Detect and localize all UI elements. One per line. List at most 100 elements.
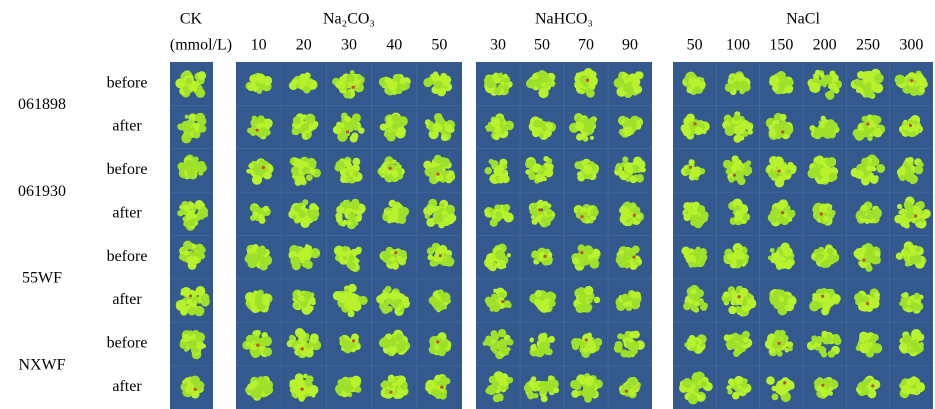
leaf xyxy=(541,126,547,132)
leaf xyxy=(627,301,633,307)
leaf xyxy=(692,210,697,215)
leaf xyxy=(507,253,511,257)
leaf xyxy=(202,297,210,305)
leaf xyxy=(628,378,637,387)
leaf xyxy=(582,302,587,307)
leaf xyxy=(618,167,622,171)
leaf xyxy=(766,376,774,384)
leaf xyxy=(292,78,298,84)
leaf xyxy=(500,386,505,391)
leaf xyxy=(903,292,909,298)
leaf xyxy=(587,332,592,337)
leaf xyxy=(441,134,448,141)
leaf xyxy=(590,136,594,140)
leaf xyxy=(594,297,601,304)
leaf xyxy=(190,160,200,170)
leaf xyxy=(829,89,834,94)
leaf xyxy=(909,87,918,96)
leaf xyxy=(916,82,920,86)
leaf xyxy=(899,175,906,182)
image-panel xyxy=(673,62,933,409)
leaf xyxy=(186,211,194,219)
leaf xyxy=(692,372,701,381)
leaf xyxy=(304,252,312,260)
leaf xyxy=(623,126,633,136)
leaf xyxy=(812,79,816,83)
leaf xyxy=(247,259,257,269)
leaf xyxy=(780,114,787,121)
leaf xyxy=(854,79,861,86)
leaf xyxy=(626,167,634,175)
leaf xyxy=(624,78,630,84)
leaf xyxy=(738,252,745,259)
leaf xyxy=(350,377,360,387)
level-label: 300 xyxy=(899,37,923,54)
leaf xyxy=(181,133,191,143)
leaf xyxy=(446,174,452,180)
leaf xyxy=(434,345,439,350)
leaf xyxy=(186,120,193,127)
leaf xyxy=(873,128,883,138)
leaf xyxy=(783,302,787,306)
leaf xyxy=(623,261,630,268)
leaf xyxy=(305,114,315,124)
leaf xyxy=(385,299,391,305)
leaf xyxy=(689,335,695,341)
leaf xyxy=(693,172,697,176)
leaf xyxy=(193,131,200,138)
leaf xyxy=(626,219,631,224)
stage-label: before xyxy=(107,74,148,91)
leaf xyxy=(387,306,393,312)
leaf xyxy=(694,301,699,306)
leaf xyxy=(776,133,782,139)
leaf xyxy=(586,89,595,98)
leaf xyxy=(772,393,779,400)
leaf xyxy=(575,122,584,131)
leaf xyxy=(812,296,817,301)
leaf xyxy=(425,214,430,219)
leaf xyxy=(829,71,835,77)
stage-label: before xyxy=(107,335,148,352)
level-label: 20 xyxy=(296,37,312,54)
level-label: 30 xyxy=(341,37,357,54)
leaf xyxy=(344,386,351,393)
control-label: CK xyxy=(180,11,203,28)
leaf xyxy=(856,211,862,217)
leaf xyxy=(542,177,546,181)
leaf xyxy=(731,290,737,296)
leaf xyxy=(350,135,358,143)
leaf xyxy=(193,123,198,128)
spot xyxy=(586,79,589,82)
leaf xyxy=(784,78,789,83)
leaf xyxy=(431,177,435,181)
leaf xyxy=(311,393,315,397)
leaf xyxy=(495,211,502,218)
leaf xyxy=(857,382,866,391)
leaf xyxy=(734,125,744,135)
leaf xyxy=(248,163,253,168)
leaf xyxy=(178,300,186,308)
leaf xyxy=(728,177,734,183)
leaf xyxy=(729,334,733,338)
leaf xyxy=(700,305,704,309)
level-label: 150 xyxy=(769,37,793,54)
leaf xyxy=(855,170,864,179)
leaf xyxy=(777,385,784,392)
leaf xyxy=(177,123,183,129)
leaf xyxy=(253,211,259,217)
leaf xyxy=(620,174,626,180)
leaf xyxy=(732,342,739,349)
spot xyxy=(909,124,912,127)
leaf xyxy=(425,385,432,392)
leaf xyxy=(543,156,549,162)
stage-label: before xyxy=(107,161,148,178)
leaf xyxy=(391,170,399,178)
leaf xyxy=(579,253,589,263)
leaf xyxy=(310,209,319,218)
leaf xyxy=(770,169,774,173)
leaf xyxy=(442,305,447,310)
leaf xyxy=(727,389,732,394)
leaf xyxy=(696,344,700,348)
leaf xyxy=(390,250,395,255)
leaf xyxy=(507,303,512,308)
